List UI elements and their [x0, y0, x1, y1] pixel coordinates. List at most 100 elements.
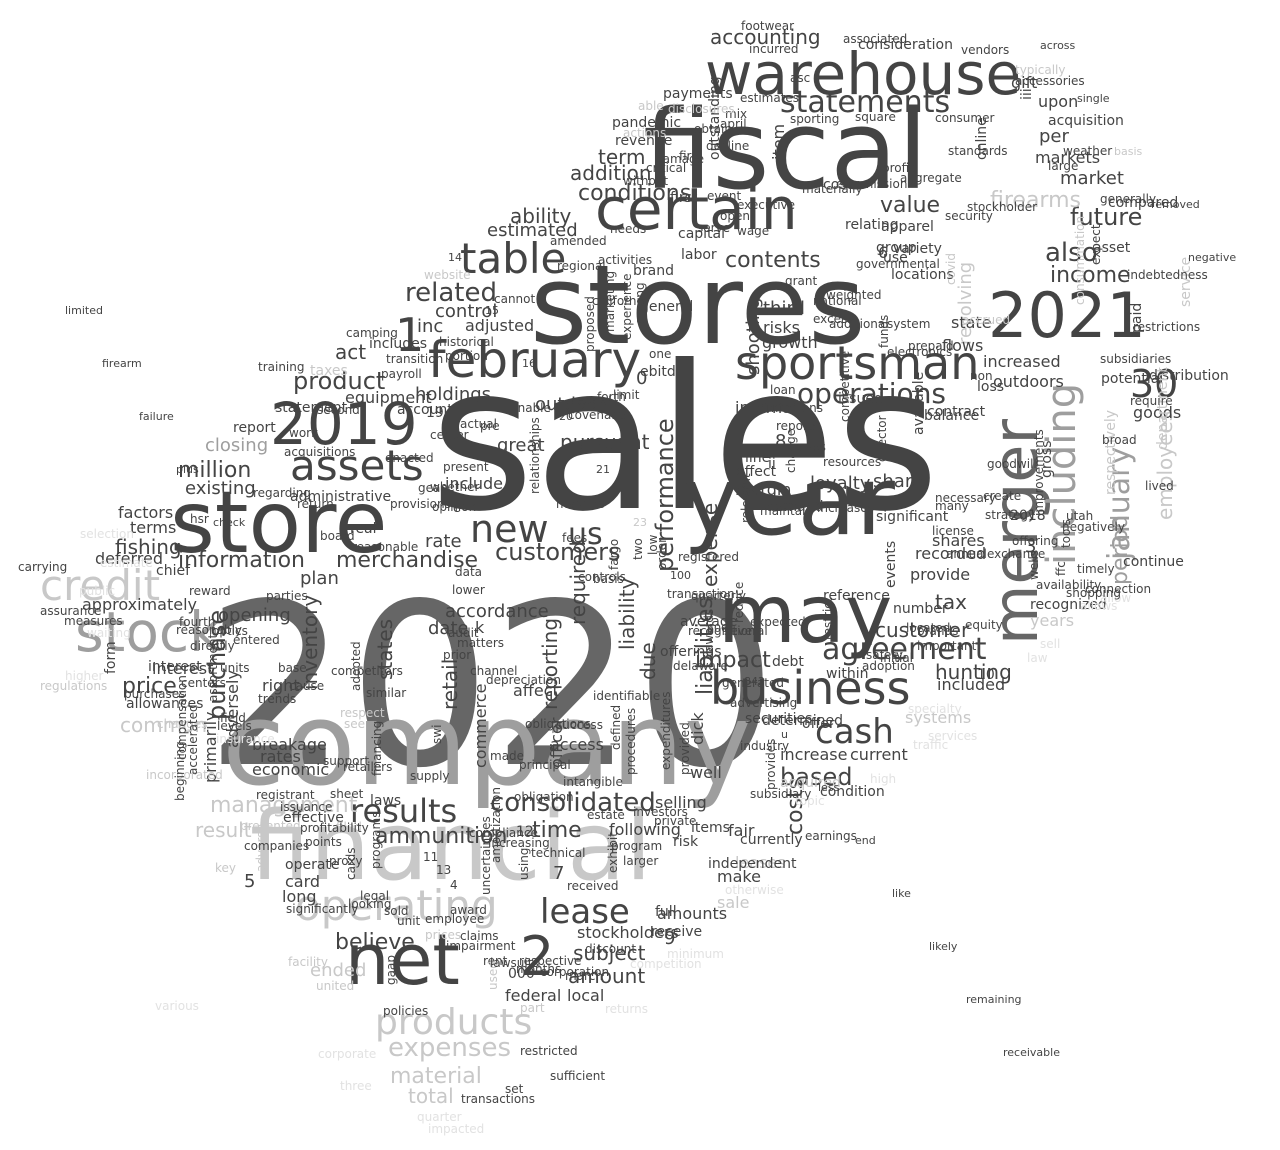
word: commission — [836, 177, 908, 191]
word: 20 — [559, 410, 573, 423]
word: due — [636, 642, 660, 680]
word: deferred — [95, 549, 163, 568]
word: customers — [495, 538, 621, 566]
word: receive — [651, 924, 703, 940]
word: fire — [679, 149, 699, 163]
word: total — [408, 1084, 454, 1108]
word: sufficient — [550, 1069, 606, 1083]
word: regional — [557, 259, 606, 273]
word: utah — [1066, 509, 1094, 523]
word: national — [813, 294, 862, 308]
word: controls — [578, 570, 626, 584]
word: depreciation — [486, 673, 561, 687]
word: timely — [1077, 562, 1115, 576]
word: investors — [633, 805, 688, 819]
word: transition — [386, 352, 444, 366]
word: well — [690, 763, 722, 782]
word: expenses — [388, 1033, 511, 1063]
word: provisions — [390, 497, 451, 511]
word: expected — [750, 615, 806, 629]
word: centers — [181, 676, 226, 690]
word: management — [210, 793, 358, 818]
word: training — [258, 360, 305, 374]
word: returns — [605, 1002, 648, 1016]
word: key — [215, 861, 237, 875]
word: expect — [1089, 224, 1103, 265]
word: consideration — [858, 37, 953, 53]
word: inventory — [298, 594, 322, 690]
word: opinion — [432, 500, 477, 514]
word: wells — [1027, 549, 1041, 580]
word: certain — [595, 175, 798, 243]
word: provided — [678, 722, 692, 775]
word: offering — [1012, 534, 1059, 548]
word: 2019 — [270, 390, 418, 458]
word: conditions — [578, 181, 692, 206]
word: failure — [139, 410, 174, 423]
word: corporation — [540, 965, 610, 979]
word: fargo — [607, 538, 621, 570]
word: approximately — [82, 595, 197, 614]
word: competitors — [331, 664, 403, 678]
word: compared — [1108, 195, 1179, 211]
word: allowances — [126, 696, 204, 712]
word: interest — [152, 659, 214, 678]
word: outdoors — [993, 372, 1064, 391]
word: director — [875, 415, 889, 462]
word: accordance — [445, 601, 549, 622]
word: assets — [290, 441, 424, 490]
word: check — [213, 516, 246, 529]
word: significantly — [286, 902, 359, 916]
word: covid — [944, 253, 958, 285]
word: estimates — [740, 91, 800, 105]
word: non — [970, 369, 993, 383]
word: brand — [633, 263, 674, 279]
word: 13 — [436, 863, 452, 877]
word: forth — [597, 390, 626, 404]
word: ffc — [1054, 561, 1068, 576]
word: based — [780, 763, 853, 791]
word: loan — [770, 383, 796, 397]
word: selling — [655, 793, 707, 812]
word: programs — [369, 811, 383, 869]
word: record — [573, 394, 612, 408]
word: competition — [630, 957, 702, 971]
word: information — [178, 548, 305, 573]
word: terms — [130, 518, 177, 537]
word: advertising — [730, 696, 798, 710]
word: outdoor — [535, 394, 606, 415]
word: data — [455, 565, 483, 579]
word: limited — [65, 304, 103, 317]
word: group — [876, 240, 917, 256]
word: 30 — [1130, 362, 1179, 406]
word: necessary — [935, 491, 996, 505]
word: trends — [258, 692, 297, 706]
word: hunting — [935, 660, 1012, 684]
word: revenue — [615, 133, 673, 149]
word: plan — [300, 568, 339, 589]
word: issuance — [280, 800, 333, 814]
word: control — [435, 301, 498, 322]
word: store — [170, 473, 388, 573]
word: increases — [817, 501, 874, 515]
word: website — [424, 268, 471, 282]
word: united — [316, 979, 355, 993]
word: retail — [438, 658, 462, 710]
word: dick — [688, 712, 707, 745]
word: date — [428, 618, 469, 639]
word: card — [285, 872, 321, 891]
word: across — [1040, 39, 1076, 52]
word: increase — [780, 745, 848, 764]
word: negatively — [1062, 520, 1125, 534]
word: sheet — [330, 787, 364, 801]
word: addition — [570, 161, 652, 185]
word: time — [532, 818, 582, 843]
word: square — [855, 110, 896, 124]
word: right — [262, 676, 300, 695]
word: acquisition — [1048, 113, 1124, 129]
word: available — [911, 371, 927, 435]
word: retailers — [343, 760, 393, 774]
word: whether — [430, 480, 480, 494]
word: mix — [725, 107, 748, 121]
word: enacted — [385, 451, 434, 465]
